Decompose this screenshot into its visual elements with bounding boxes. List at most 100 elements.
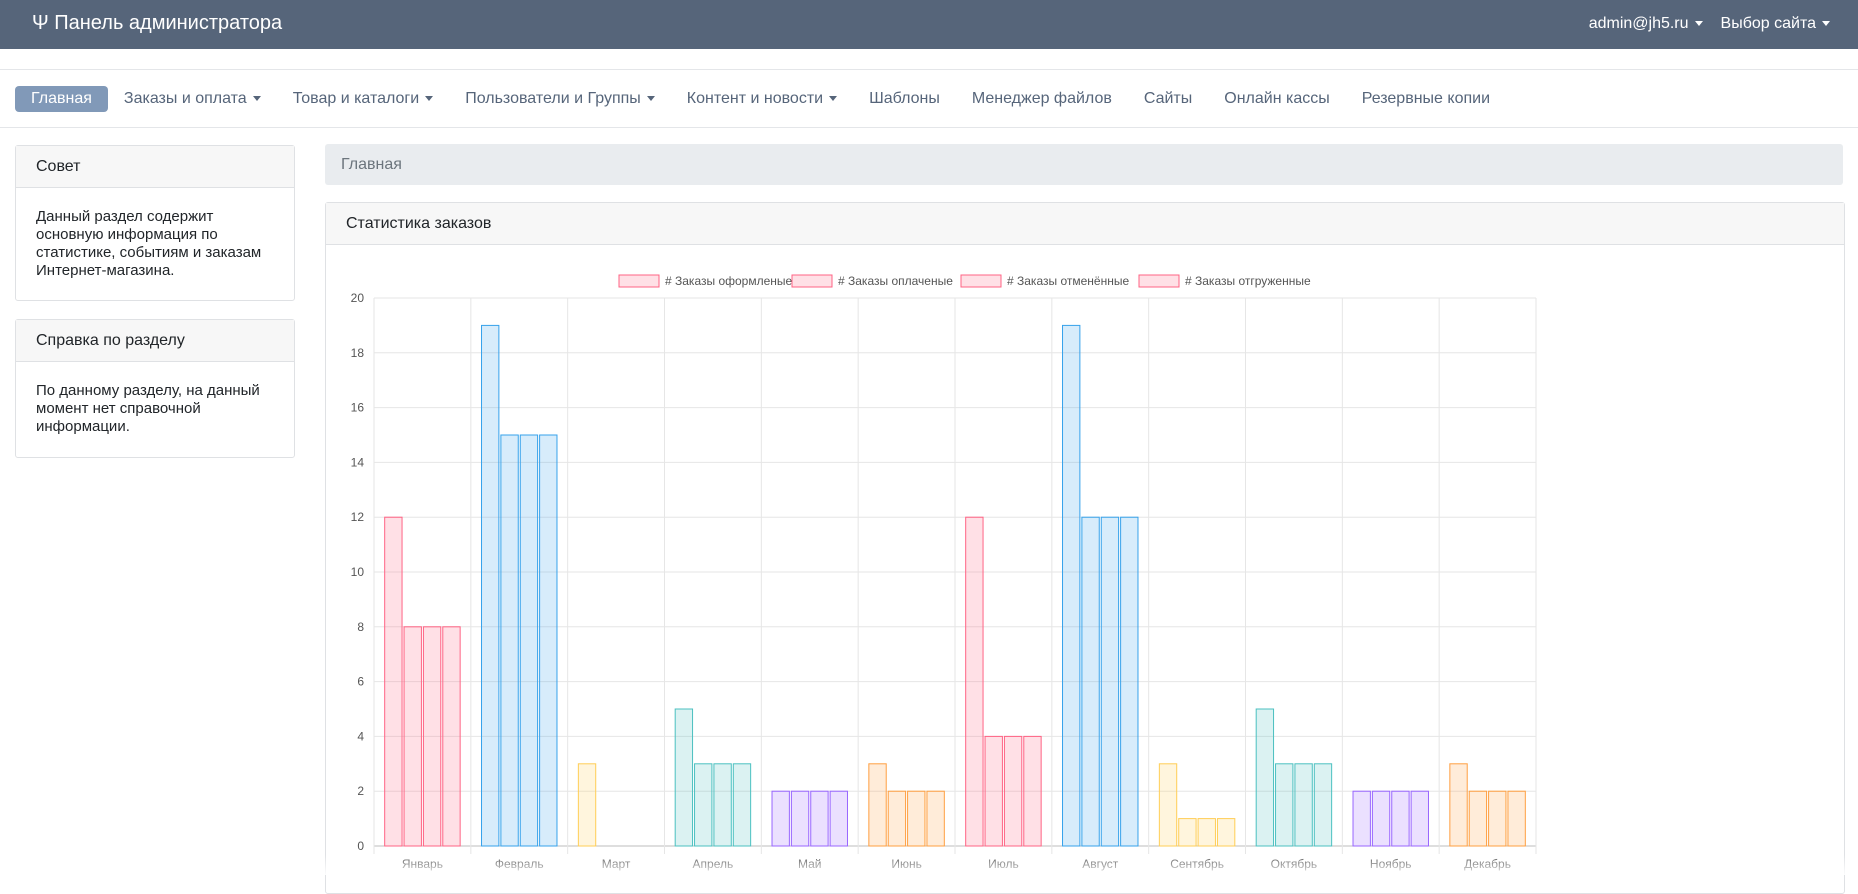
user-email: admin@jh5.ru xyxy=(1588,15,1689,32)
tip-card: Совет Данный раздел содержит основную ин… xyxy=(15,145,295,301)
y-tick-label: 18 xyxy=(351,346,365,360)
nav-item-file-manager[interactable]: Менеджер файлов xyxy=(956,86,1128,112)
nav-item-backups[interactable]: Резервные копии xyxy=(1346,86,1506,112)
chevron-down-icon xyxy=(1822,21,1830,27)
x-tick-label: Июль xyxy=(988,857,1019,871)
chart-bar xyxy=(403,626,422,847)
chart-bar xyxy=(1120,516,1139,847)
legend-label: # Заказы оплаченые xyxy=(838,274,953,288)
chart-bar xyxy=(1488,790,1507,847)
nav-item-content[interactable]: Контент и новости xyxy=(671,86,853,112)
y-tick-label: 12 xyxy=(351,510,365,524)
chart-bar xyxy=(481,324,500,847)
nav-item-users[interactable]: Пользователи и Группы xyxy=(449,86,671,112)
chart-bar xyxy=(422,626,442,847)
x-tick-label: Декабрь xyxy=(1464,857,1511,871)
y-tick-label: 10 xyxy=(351,565,365,579)
chart-bar xyxy=(1023,735,1042,847)
chart-bar xyxy=(1410,790,1429,847)
order-stats-chart: 0 2 4 6 8 10 12 14 16 18 20 Январь Февраль Март Апрель… xyxy=(351,274,1537,871)
chart-bar xyxy=(1313,763,1333,847)
x-tick-label: Февраль xyxy=(495,857,544,871)
chart-bar xyxy=(1275,763,1294,847)
chevron-down-icon xyxy=(252,96,261,102)
x-tick-label: Май xyxy=(798,857,822,871)
chart-bar xyxy=(887,790,907,847)
nav-item-products[interactable]: Товар и каталоги xyxy=(277,86,450,112)
user-menu[interactable]: admin@jh5.ru xyxy=(1589,15,1703,33)
x-tick-label: Январь xyxy=(402,857,443,871)
chart-bar xyxy=(1352,790,1371,847)
chart-bar xyxy=(1507,790,1526,847)
legend-swatch xyxy=(1138,274,1180,288)
y-tick-label: 2 xyxy=(357,784,364,798)
chart-bar xyxy=(384,516,403,847)
chart-bar xyxy=(1197,818,1216,847)
nav-item-label: Пользователи и Группы xyxy=(465,90,641,107)
chart-bar xyxy=(1391,790,1410,847)
chart-bar xyxy=(732,763,752,847)
legend-swatch xyxy=(618,274,660,288)
chart-bar xyxy=(868,763,887,847)
chart-bar xyxy=(1158,763,1178,847)
y-tick-label: 16 xyxy=(351,401,365,415)
tip-card-title: Совет xyxy=(16,146,294,188)
chart-bar xyxy=(519,434,539,847)
chart-bar xyxy=(907,790,926,847)
chart-bar xyxy=(674,708,694,847)
chart-bar xyxy=(771,790,790,847)
chart-bar xyxy=(1081,516,1100,847)
main-nav: Главная Заказы и оплата Товар и каталоги… xyxy=(15,86,1506,112)
nav-item-label: Товар и каталоги xyxy=(292,90,420,107)
divider xyxy=(0,69,1858,70)
order-stats-title: Статистика заказов xyxy=(326,203,1844,245)
chart-bar xyxy=(1003,735,1023,847)
chart-bar xyxy=(926,790,945,847)
nav-item-templates[interactable]: Шаблоны xyxy=(853,86,956,112)
chart-bar xyxy=(1371,790,1391,847)
chart-bar xyxy=(1255,708,1275,847)
site-select-label: Выбор сайта xyxy=(1720,15,1816,32)
nav-item-label: Шаблоны xyxy=(869,90,940,107)
chart-bar xyxy=(539,434,558,847)
nav-item-label: Менеджер файлов xyxy=(971,90,1112,107)
chart-bar xyxy=(965,516,984,847)
x-tick-label: Ноябрь xyxy=(1370,857,1412,871)
chart-bar xyxy=(810,790,829,847)
top-navbar: Ψ Панель администратора admin@jh5.ru Выб… xyxy=(0,0,1858,49)
order-stats-card: Статистика заказов xyxy=(325,202,1845,894)
help-card: Справка по разделу По данному разделу, н… xyxy=(15,319,295,458)
nav-item-label: Главная xyxy=(31,90,92,107)
chart-bar xyxy=(500,434,519,847)
x-tick-label: Октябрь xyxy=(1271,857,1318,871)
nav-item-home[interactable]: Главная xyxy=(15,86,108,112)
legend-swatch xyxy=(791,274,833,288)
site-select-menu[interactable]: Выбор сайта xyxy=(1721,15,1830,33)
x-tick-label: Июнь xyxy=(891,857,922,871)
chart-bar xyxy=(1178,818,1197,847)
nav-item-sites[interactable]: Сайты xyxy=(1128,86,1208,112)
legend-swatch xyxy=(960,274,1002,288)
y-tick-label: 20 xyxy=(351,291,365,305)
app-title[interactable]: Ψ Панель администратора xyxy=(32,12,283,34)
x-tick-label: Август xyxy=(1082,857,1119,871)
nav-item-label: Заказы и оплата xyxy=(123,90,247,107)
tip-card-text: Данный раздел содержит основную информац… xyxy=(36,208,262,279)
x-tick-label: Апрель xyxy=(693,857,734,871)
breadcrumb-item[interactable]: Главная xyxy=(341,155,402,173)
y-tick-label: 14 xyxy=(351,455,365,469)
chart-bar xyxy=(1100,516,1120,847)
chart-bar xyxy=(577,763,597,847)
nav-item-online-cash[interactable]: Онлайн кассы xyxy=(1208,86,1345,112)
y-tick-label: 4 xyxy=(357,729,364,743)
chart-bar xyxy=(1449,763,1468,847)
y-tick-label: 6 xyxy=(357,675,364,689)
nav-item-orders[interactable]: Заказы и оплата xyxy=(108,86,277,112)
chart-bar xyxy=(1468,790,1488,847)
divider xyxy=(0,127,1858,128)
chevron-down-icon xyxy=(646,96,655,102)
help-card-title: Справка по разделу xyxy=(16,320,294,362)
nav-item-label: Контент и новости xyxy=(686,90,824,107)
y-tick-label: 0 xyxy=(357,839,364,853)
chart-bar xyxy=(713,763,732,847)
